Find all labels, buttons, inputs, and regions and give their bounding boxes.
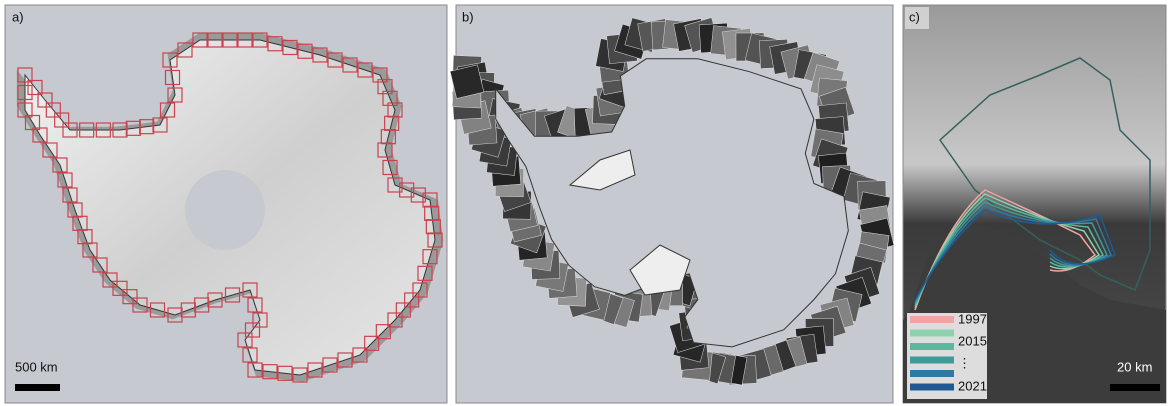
panel-label: b) — [462, 9, 474, 24]
legend-swatch — [910, 316, 954, 323]
legend-label: 2015 — [958, 333, 987, 348]
legend-label: 2021 — [958, 378, 987, 393]
legend-swatch — [910, 357, 954, 364]
scale-label: 500 km — [15, 359, 58, 374]
legend-label: 1997 — [958, 311, 987, 326]
page: 19972015⋮2021 a) b) c) 500 km 20 km (() … — [0, 0, 1169, 406]
image-tile — [450, 65, 484, 99]
panel-label: c) — [909, 9, 920, 24]
pole-hole — [185, 170, 265, 250]
panel-label: a) — [12, 9, 24, 24]
legend-label: ⋮ — [958, 355, 971, 370]
scale-label: 20 km — [1117, 359, 1152, 374]
legend-swatch — [910, 343, 954, 350]
scale-bar — [15, 384, 60, 391]
figure: 1997 2015 ⋮ 2021 a) b) c) 500 km 20 km — [0, 0, 1169, 406]
legend-swatch — [910, 330, 954, 337]
scale-bar — [1110, 384, 1160, 391]
legend-swatch — [910, 370, 954, 377]
legend-swatch — [910, 384, 954, 391]
